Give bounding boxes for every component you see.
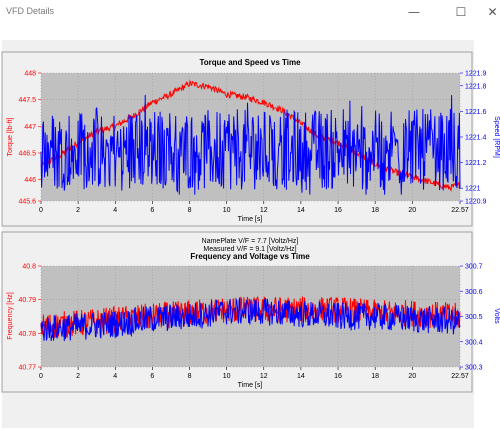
chart1-y-tick-label-right: 1221.9 [465, 71, 487, 78]
chart1-y-tick-label-right: 1220.9 [465, 199, 487, 206]
chart2-y-ticks-right: 300.3 300.4 300.5 300.6 300.7 [460, 264, 483, 372]
window-title: VFD Details [6, 6, 55, 16]
title-bar[interactable]: VFD Details — ☐ ✕ [0, 0, 500, 26]
chart1-y-ticks-right: 1220.9 1221 1221.2 1221.4 1221.6 1221.8 1221.9 [460, 71, 487, 206]
chart1-y-axis-label-right: Speed [RPM] [493, 116, 500, 158]
chart1-x-tick-label: 6 [150, 207, 154, 214]
chart2-y-tick-label-left: 40.78 [18, 331, 36, 338]
chart2-x-tick-label: 2 [76, 373, 80, 380]
chart2-x-tick-label: 20 [408, 373, 416, 380]
chart1-x-tick-label: 14 [297, 207, 305, 214]
chart1-x-tick-label: 0 [39, 207, 43, 214]
chart2-x-tick-label: 0 [39, 373, 43, 380]
chart1-series-right-line [40, 94, 461, 195]
chart2-x-tick-label: 22.57 [451, 373, 469, 380]
chart1-y-tick-label-left: 448 [24, 71, 36, 78]
chart1-x-ticks: 0 2 4 6 8 10 12 14 16 18 20 22.57 [39, 201, 469, 214]
maximize-icon: ☐ [455, 5, 467, 19]
torque-speed-chart: Torque and Speed vs Time 0 2 4 6 8 10 12 14 16 18… [1, 51, 500, 227]
chart2-title: Frequency and Voltage vs Time [190, 252, 310, 261]
chart1-y-tick-label-left: 445.6 [18, 199, 36, 206]
chart1-y-tick-label-right: 1221.8 [465, 83, 487, 90]
chart1-series [40, 79, 461, 195]
chart2-subtitle-measured: Measured V/F = 9.1 [Voltz/Hz] [203, 246, 296, 253]
chart1-y-ticks-left: 445.6 446 446.5 447 447.5 448 [18, 71, 41, 206]
chart1-x-tick-label: 22.57 [451, 207, 469, 214]
chart1-y-tick-label-left: 447.5 [18, 97, 36, 104]
chart1-y-tick-label-left: 447 [24, 124, 36, 131]
chart1-x-tick-label: 4 [113, 207, 117, 214]
chart1-x-tick-label: 12 [260, 207, 268, 214]
chart1-y-tick-label-left: 446 [24, 177, 36, 184]
chart1-x-tick-label: 2 [76, 207, 80, 214]
chart2-series [40, 295, 461, 342]
chart1-x-tick-label: 10 [223, 207, 231, 214]
chart2-y-tick-label-right: 300.4 [465, 339, 483, 346]
chart2-x-tick-label: 18 [371, 373, 379, 380]
chart1-x-tick-label: 18 [371, 207, 379, 214]
chart2-y-tick-label-right: 300.7 [465, 264, 483, 271]
chart1-y-tick-label-right: 1221.4 [465, 135, 487, 142]
chart2-series-right-line [40, 297, 461, 342]
chart2-y-axis-label-right: Volts [493, 308, 500, 324]
chart2-x-ticks: 0 2 4 6 8 10 12 14 16 18 20 22.57 [39, 367, 469, 380]
chart2-y-tick-label-left: 40.8 [22, 264, 36, 271]
chart2-y-tick-label-right: 300.5 [465, 314, 483, 321]
chart1-y-axis-label-left: Torque [lb-ft] [7, 117, 14, 156]
minimize-button[interactable]: — [397, 0, 431, 24]
chart2-y-tick-label-left: 40.77 [18, 365, 36, 372]
chart1-x-tick-label: 20 [408, 207, 416, 214]
minimize-icon: — [408, 5, 420, 19]
chart1-y-tick-label-right: 1221.6 [465, 109, 487, 116]
chart2-y-tick-label-right: 300.6 [465, 289, 483, 296]
close-button[interactable]: ✕ [485, 0, 500, 24]
maximize-button[interactable]: ☐ [444, 0, 478, 24]
close-icon: ✕ [487, 5, 498, 19]
chart1-x-tick-label: 16 [334, 207, 342, 214]
chart1-x-axis-label: Time [s] [238, 216, 263, 223]
chart1-title: Torque and Speed vs Time [199, 58, 301, 67]
frequency-voltage-chart: NamePlate V/F = 7.7 [Voltz/Hz] Measured … [1, 231, 500, 393]
chart2-x-tick-label: 8 [188, 373, 192, 380]
chart2-x-tick-label: 10 [223, 373, 231, 380]
chart1-x-tick-label: 8 [188, 207, 192, 214]
chart2-y-ticks-left: 40.77 40.78 40.79 40.8 [18, 264, 41, 372]
chart1-y-tick-label-right: 1221 [465, 186, 481, 193]
chart2-y-tick-label-right: 300.3 [465, 365, 483, 372]
chart1-y-tick-label-right: 1221.2 [465, 160, 487, 167]
chart2-x-tick-label: 12 [260, 373, 268, 380]
chart2-x-tick-label: 14 [297, 373, 305, 380]
chart2-subtitle-nameplate: NamePlate V/F = 7.7 [Voltz/Hz] [202, 238, 299, 245]
chart2-y-tick-label-left: 40.79 [18, 297, 36, 304]
chart2-y-axis-label-left: Frequency [Hz] [7, 292, 14, 340]
chart2-x-tick-label: 16 [334, 373, 342, 380]
chart2-x-axis-label: Time [s] [238, 382, 263, 389]
chart2-x-tick-label: 4 [113, 373, 117, 380]
chart2-x-tick-label: 6 [150, 373, 154, 380]
chart1-y-tick-label-left: 446.5 [18, 151, 36, 158]
